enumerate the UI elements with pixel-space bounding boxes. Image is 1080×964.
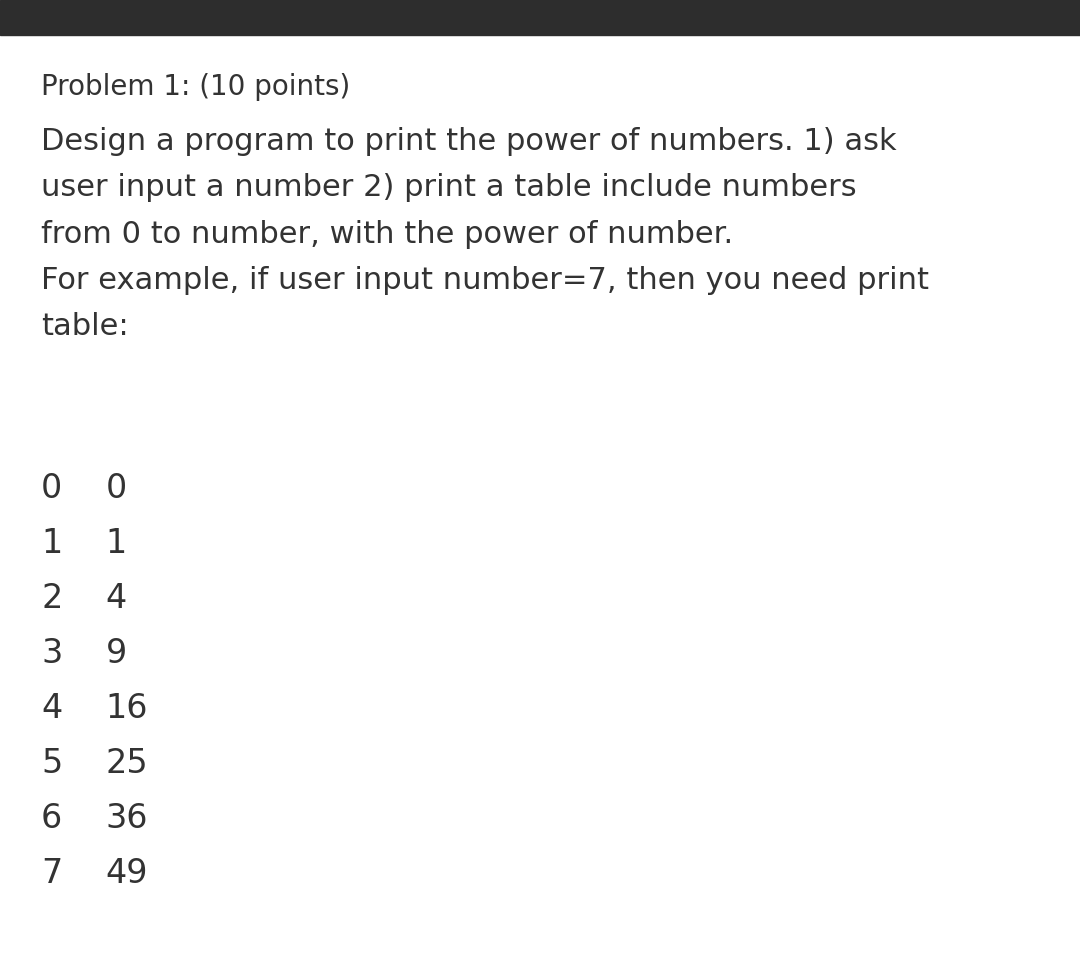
- Text: 25: 25: [106, 747, 148, 780]
- Text: 5: 5: [41, 747, 63, 780]
- Text: 4: 4: [106, 582, 127, 615]
- Text: 6: 6: [41, 802, 63, 835]
- Text: 7: 7: [41, 857, 63, 890]
- Text: Problem 1: (10 points): Problem 1: (10 points): [41, 73, 350, 101]
- Text: 3: 3: [41, 637, 63, 670]
- Text: 4: 4: [41, 692, 63, 725]
- Text: Design a program to print the power of numbers. 1) ask
user input a number 2) pr: Design a program to print the power of n…: [41, 127, 929, 341]
- Text: 49: 49: [106, 857, 148, 890]
- Text: 2: 2: [41, 582, 63, 615]
- Text: 9: 9: [106, 637, 127, 670]
- Text: 36: 36: [106, 802, 148, 835]
- Text: 1: 1: [106, 527, 127, 560]
- Text: 16: 16: [106, 692, 148, 725]
- Text: 0: 0: [106, 472, 127, 505]
- Text: 1: 1: [41, 527, 63, 560]
- Text: 0: 0: [41, 472, 63, 505]
